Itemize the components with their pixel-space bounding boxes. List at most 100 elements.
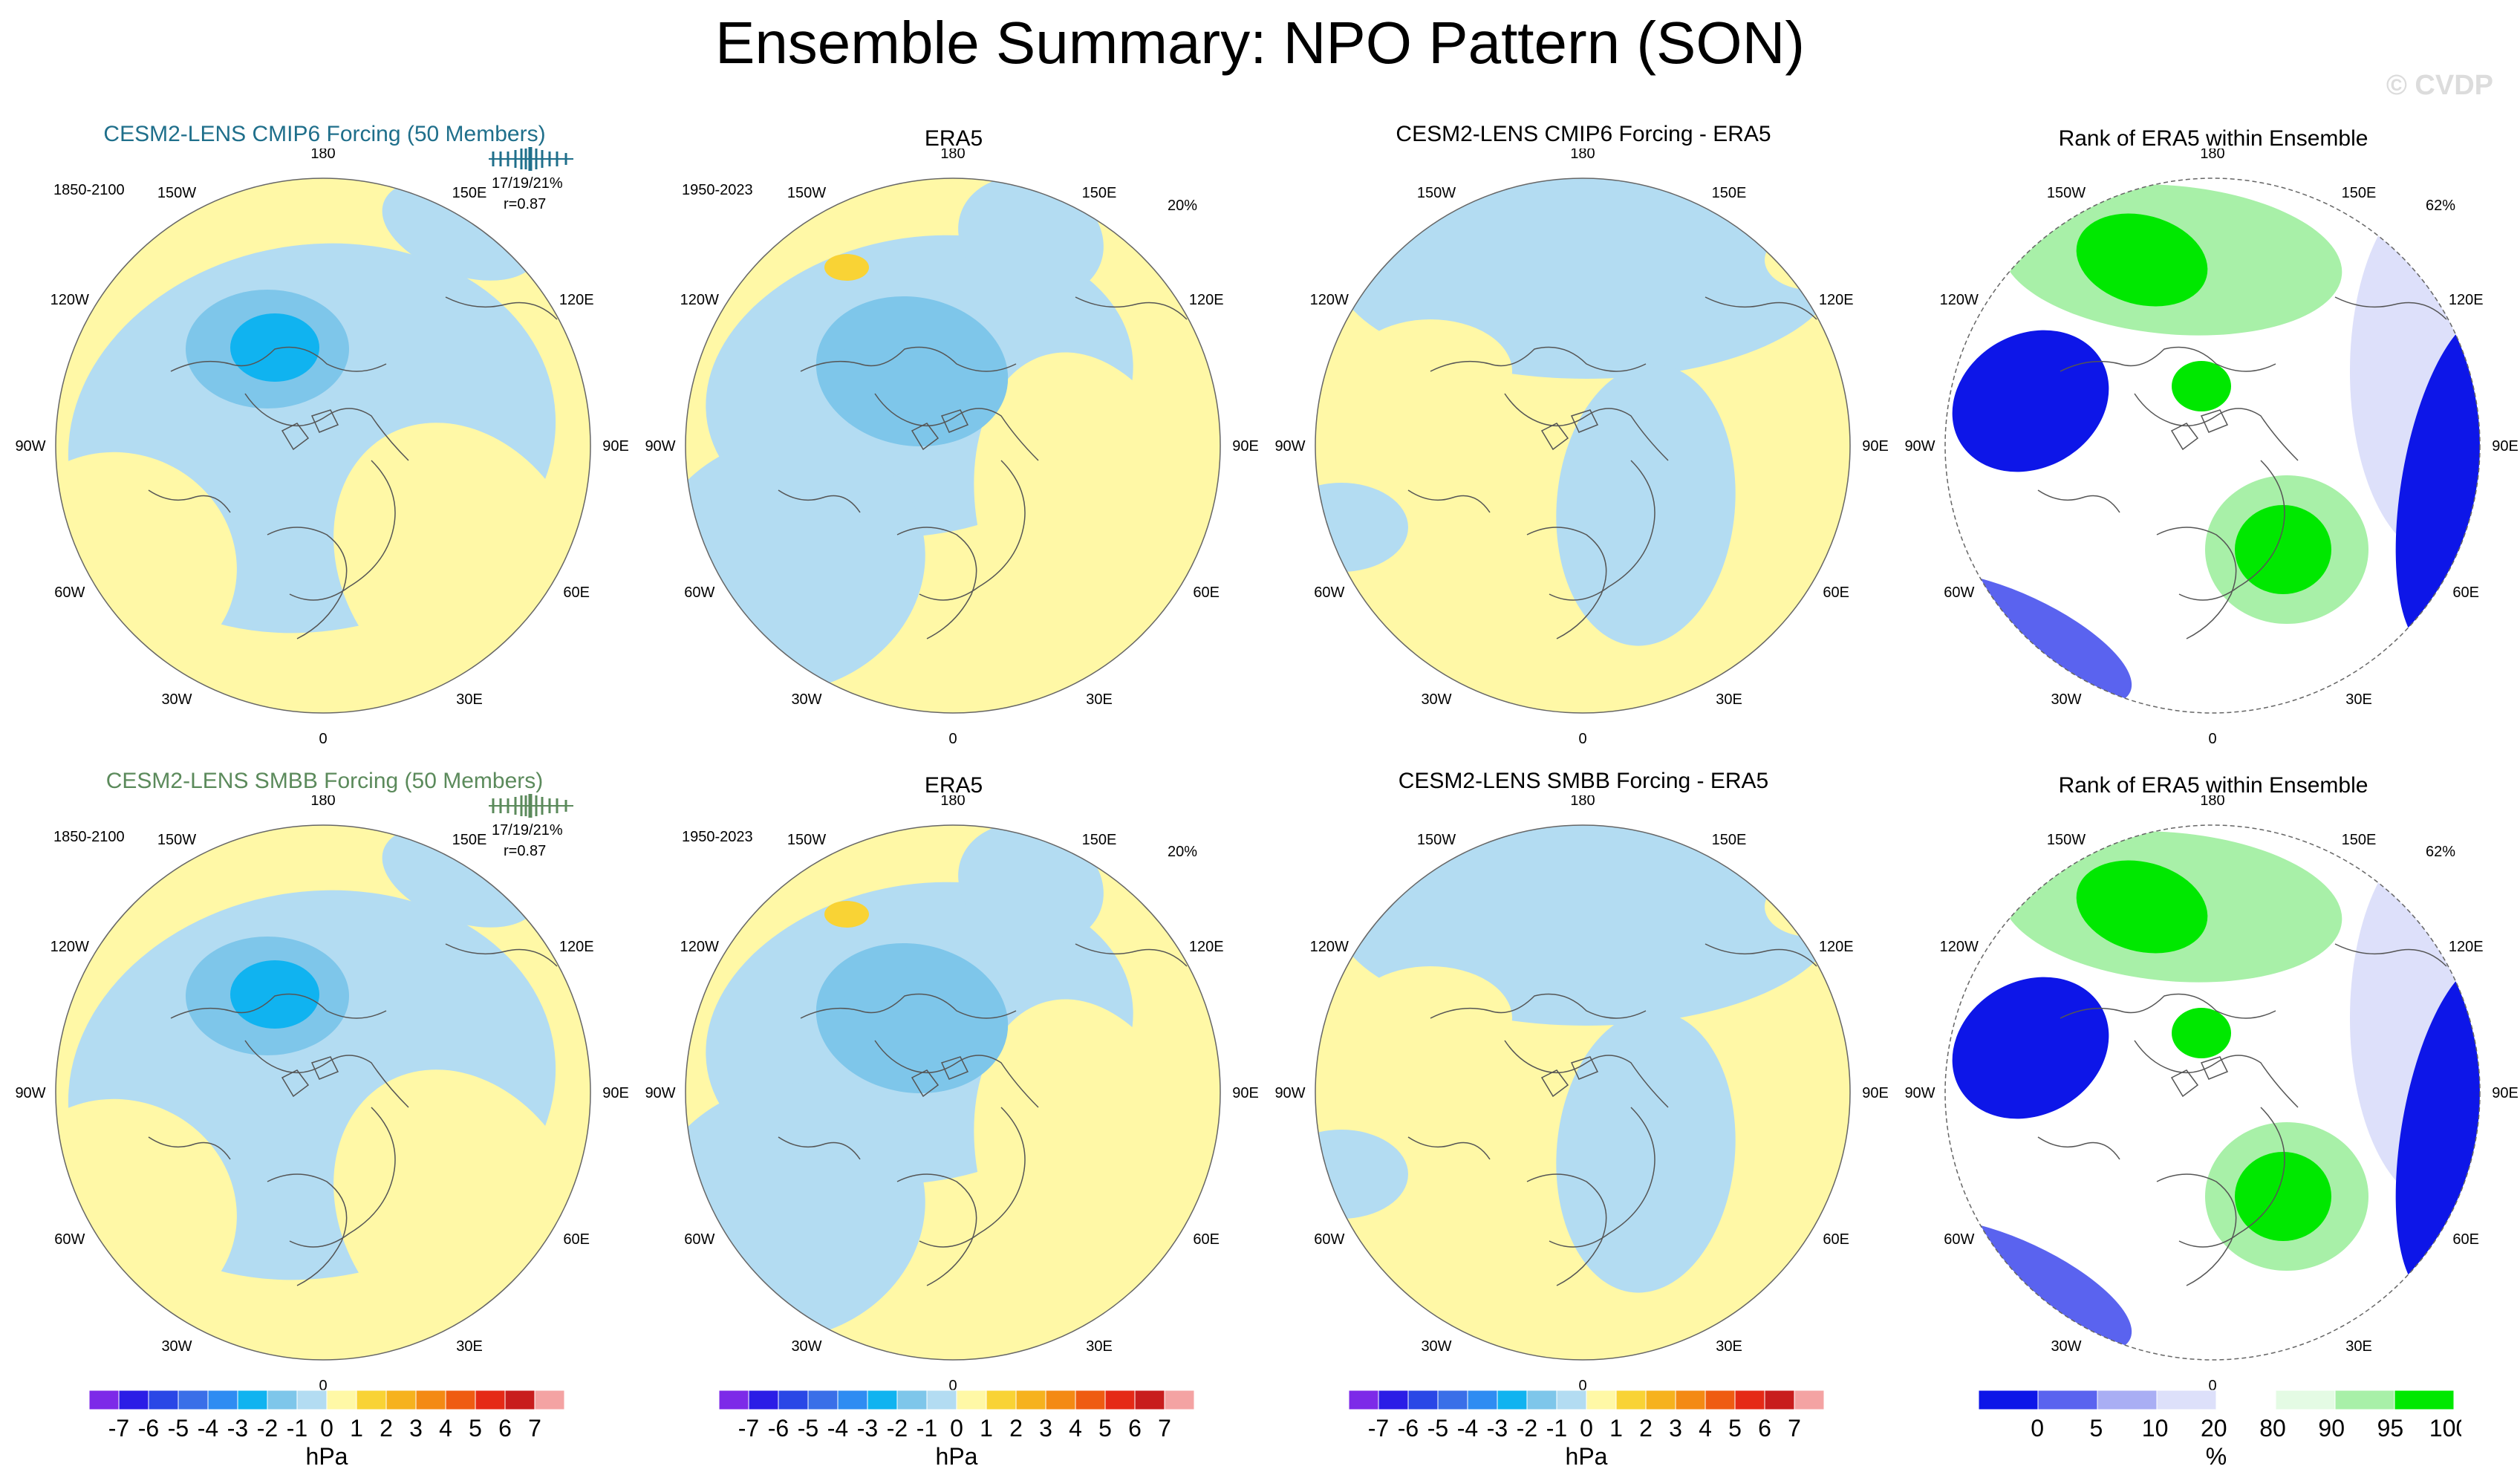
colorbar-tick-label: -3 — [1487, 1415, 1508, 1442]
coastline — [2334, 943, 2447, 967]
longitude-label: 150W — [787, 185, 826, 201]
longitude-label: 150E — [1712, 832, 1747, 848]
longitude-label: 180 — [940, 795, 965, 809]
obs-period-row2: 1950-2023 — [682, 829, 753, 845]
field-region — [1952, 977, 2109, 1119]
longitude-label: 90E — [602, 1085, 629, 1101]
coastline — [310, 409, 339, 433]
colorbar-swatch — [1675, 1390, 1706, 1410]
longitude-label: 180 — [2200, 149, 2224, 162]
longitude-label: 150W — [2047, 185, 2086, 201]
longitude-label: 90W — [15, 1085, 45, 1101]
ensemble-spread-whiskers-row2 — [489, 794, 573, 818]
longitude-label: 120W — [1940, 292, 1979, 308]
model-title-row1: CESM2-LENS CMIP6 Forcing (50 Members) — [103, 122, 546, 146]
colorbar-swatch — [1978, 1390, 2039, 1410]
colorbar-swatch — [207, 1390, 238, 1410]
model-corr-row2: r=0.87 — [504, 843, 547, 859]
colorbar-tick-label: 1 — [980, 1415, 993, 1442]
diff-title-row2: CESM2-LENS SMBB Forcing - ERA5 — [1398, 769, 1769, 793]
longitude-label: 30W — [161, 691, 192, 708]
longitude-label: 120E — [2449, 292, 2484, 308]
field-region — [1315, 1130, 1408, 1219]
colorbar-tick-label: -5 — [1427, 1415, 1448, 1442]
coastline — [148, 489, 231, 513]
longitude-label: 30E — [1716, 1338, 1742, 1355]
longitude-label: 120E — [2449, 939, 2484, 955]
obs-pct-row1: 20% — [1168, 198, 1198, 214]
model-corr-row1: r=0.87 — [504, 196, 547, 212]
coastline — [267, 1173, 348, 1286]
rank-title-row1: Rank of ERA5 within Ensemble — [2058, 126, 2368, 151]
coastline-group — [778, 296, 1188, 639]
colorbar-tick-label: -2 — [887, 1415, 908, 1442]
field-layer — [1945, 825, 2480, 1360]
field-region — [2235, 1152, 2331, 1241]
map-model-smbb: 180 150E 120E 90E 60E 30E 0 30W 60W 90W 120W 150W — [15, 795, 629, 1394]
coastline — [2037, 1136, 2120, 1160]
longitude-label: 60E — [2452, 584, 2479, 601]
longitude-label: 120W — [1310, 939, 1349, 955]
field-region — [1952, 330, 2109, 472]
colorbar-tick-label: 4 — [1699, 1415, 1712, 1442]
coastline — [1549, 1107, 1655, 1248]
longitude-label: 30W — [161, 1338, 192, 1355]
colorbar-tick-label: 3 — [1039, 1415, 1052, 1442]
longitude-label: 90E — [1862, 438, 1889, 455]
colorbar-unit: hPa — [306, 1443, 348, 1470]
map-model-cmip6: 180 150E 120E 90E 60E 30E 0 30W 60W 90W 120W 150W — [15, 149, 628, 747]
field-layer — [1315, 825, 1850, 1360]
colorbar-tick-label: -5 — [168, 1415, 189, 1442]
map-rank-row2: 180 150E 120E 90E 60E 30E 0 30W 60W 90W 120W 150W — [1904, 795, 2519, 1394]
longitude-label: 120W — [1940, 939, 1979, 955]
coastline — [244, 393, 409, 461]
coastline — [911, 1069, 940, 1098]
field-region — [1765, 230, 1850, 290]
coastline — [1504, 1040, 1669, 1108]
colorbar-tick-label: -3 — [857, 1415, 878, 1442]
coastline — [1540, 1069, 1569, 1098]
coastline — [1430, 993, 1647, 1019]
coastline — [1430, 346, 1647, 372]
coastline — [1705, 943, 1817, 967]
longitude-label: 0 — [2208, 1378, 2216, 1394]
coastline — [2060, 346, 2276, 372]
longitude-label: 60W — [1944, 1231, 1974, 1248]
obs-pct-row2: 20% — [1168, 844, 1198, 860]
coastline — [2200, 409, 2229, 433]
colorbar-tick-label: -1 — [287, 1415, 307, 1442]
coastline — [2156, 527, 2237, 639]
coastline — [148, 1136, 231, 1160]
coastline — [2037, 489, 2120, 513]
longitude-label: 150W — [157, 832, 196, 848]
colorbar-tick-label: 5 — [2089, 1415, 2103, 1442]
colorbar-swatch — [956, 1390, 987, 1410]
longitude-label: 120E — [559, 292, 594, 308]
coastline — [1075, 296, 1188, 320]
longitude-label: 30W — [2051, 691, 2081, 708]
colorbar-tick-label: -7 — [738, 1415, 759, 1442]
colorbar-swatch — [504, 1390, 535, 1410]
longitude-label: 180 — [2200, 795, 2224, 809]
longitude-label: 0 — [948, 731, 957, 747]
colorbar-unit: hPa — [936, 1443, 978, 1470]
longitude-label: 90E — [2492, 1085, 2519, 1101]
longitude-label: 0 — [948, 1378, 957, 1394]
longitude-label: 90E — [1232, 1085, 1259, 1101]
longitude-label: 180 — [310, 795, 335, 809]
longitude-label: 60E — [1823, 584, 1849, 601]
field-region — [1765, 877, 1850, 937]
colorbar-swatch — [2156, 1390, 2217, 1410]
coastline — [2156, 1173, 2237, 1286]
longitude-label: 90W — [15, 438, 45, 455]
colorbar-unit: % — [2206, 1443, 2227, 1470]
map-boundary — [1944, 824, 2481, 1361]
longitude-label: 120E — [1189, 939, 1224, 955]
colorbar-swatch — [415, 1390, 446, 1410]
colorbar-tick-label: 0 — [320, 1415, 333, 1442]
longitude-label: 120W — [680, 292, 719, 308]
longitude-label: 120W — [51, 939, 89, 955]
longitude-label: 30E — [2345, 691, 2372, 708]
map-boundary — [1944, 178, 2481, 714]
colorbar-swatch — [1378, 1390, 1409, 1410]
